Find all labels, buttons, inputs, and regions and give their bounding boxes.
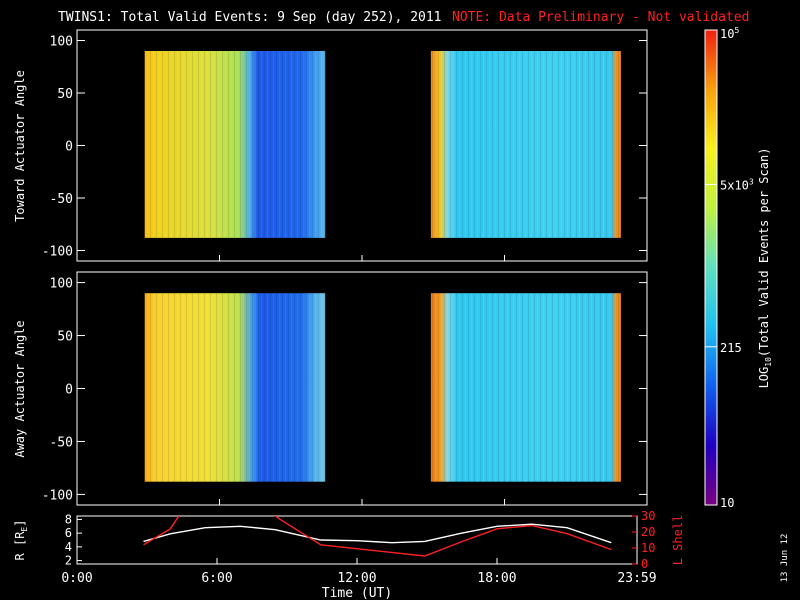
xtick-label: 6:00 [201, 571, 232, 586]
heatmap-texture-1 [430, 51, 621, 238]
r-axis-label: R [RE] [13, 520, 29, 561]
colorbar-ticks: 105 5x103 215 10 [705, 26, 754, 510]
r-tick-label: 2 [65, 554, 72, 568]
colorbar-tick-label: 10 [720, 496, 734, 510]
r-tick-label: 8 [65, 512, 72, 526]
ytick-label: -50 [50, 192, 73, 207]
ytick-label: 0 [65, 383, 73, 398]
xtick-label: 23:59 [617, 571, 656, 586]
ytick-label: -100 [42, 245, 73, 260]
colorbar-tick-label: 5x103 [720, 177, 754, 192]
ytick-label: 100 [50, 35, 73, 50]
colorbar-tick-label: 105 [720, 26, 739, 41]
x-axis-label: Time (UT) [322, 586, 392, 600]
lshell-line [143, 516, 612, 557]
panel-away-blocks [144, 293, 621, 482]
xtick-label: 18:00 [477, 571, 516, 586]
colorbar-bar [704, 29, 718, 506]
panel-away-yticks: 100 50 0 -50 -100 [42, 277, 648, 505]
colorbar: 105 5x103 215 10 LOG10(Total Valid Events p… [704, 26, 773, 510]
lshell-axis-label: L Shell [671, 515, 685, 566]
lshell-tick-label: 20 [641, 525, 655, 539]
lshell-tick-label: 30 [641, 509, 655, 523]
panel-ephemeris-lines [143, 516, 612, 557]
heatmap-texture-0 [144, 293, 326, 482]
panel-ephemeris-xticks: 0:00 6:00 12:00 18:00 23:59 [61, 558, 657, 586]
panel-toward-blocks [144, 51, 621, 238]
ytick-label: 100 [50, 277, 73, 292]
r-tick-label: 6 [65, 526, 72, 540]
xtick-label: 0:00 [61, 571, 92, 586]
data-preliminary-note: NOTE: Data Preliminary - Not validated [452, 10, 749, 25]
heatmap-texture-0 [144, 51, 326, 238]
ytick-label: -100 [42, 488, 73, 503]
panel-toward-yticks: 100 50 0 -50 -100 [42, 35, 648, 261]
panel-away-ylabel: Away Actuator Angle [13, 320, 27, 457]
panel-toward: 100 50 0 -50 -100 Toward Actuator Angle [13, 29, 648, 262]
colorbar-tick-label: 215 [720, 341, 742, 355]
ytick-label: 50 [57, 87, 73, 102]
ytick-label: -50 [50, 435, 73, 450]
ytick-label: 50 [57, 330, 73, 345]
lshell-tick-label: 0 [641, 557, 648, 571]
heatmap-texture-1 [430, 293, 621, 482]
chart-title: TWINS1: Total Valid Events: 9 Sep (day 2… [58, 10, 442, 25]
r-distance-line [143, 523, 612, 544]
lshell-tick-label: 10 [641, 541, 655, 555]
panel-toward-ylabel: Toward Actuator Angle [13, 70, 27, 222]
r-tick-label: 4 [65, 540, 72, 554]
date-stamp: 13 Jun 12 [780, 534, 790, 583]
panel-ephemeris-y2ticks: 0 10 20 30 [632, 509, 655, 571]
panel-away: 100 50 0 -50 -100 Away Actuator Angle [13, 271, 648, 506]
ytick-label: 0 [65, 140, 73, 155]
colorbar-label: LOG10(Total Valid Events per Scan) [757, 148, 773, 389]
xtick-label: 12:00 [337, 571, 376, 586]
